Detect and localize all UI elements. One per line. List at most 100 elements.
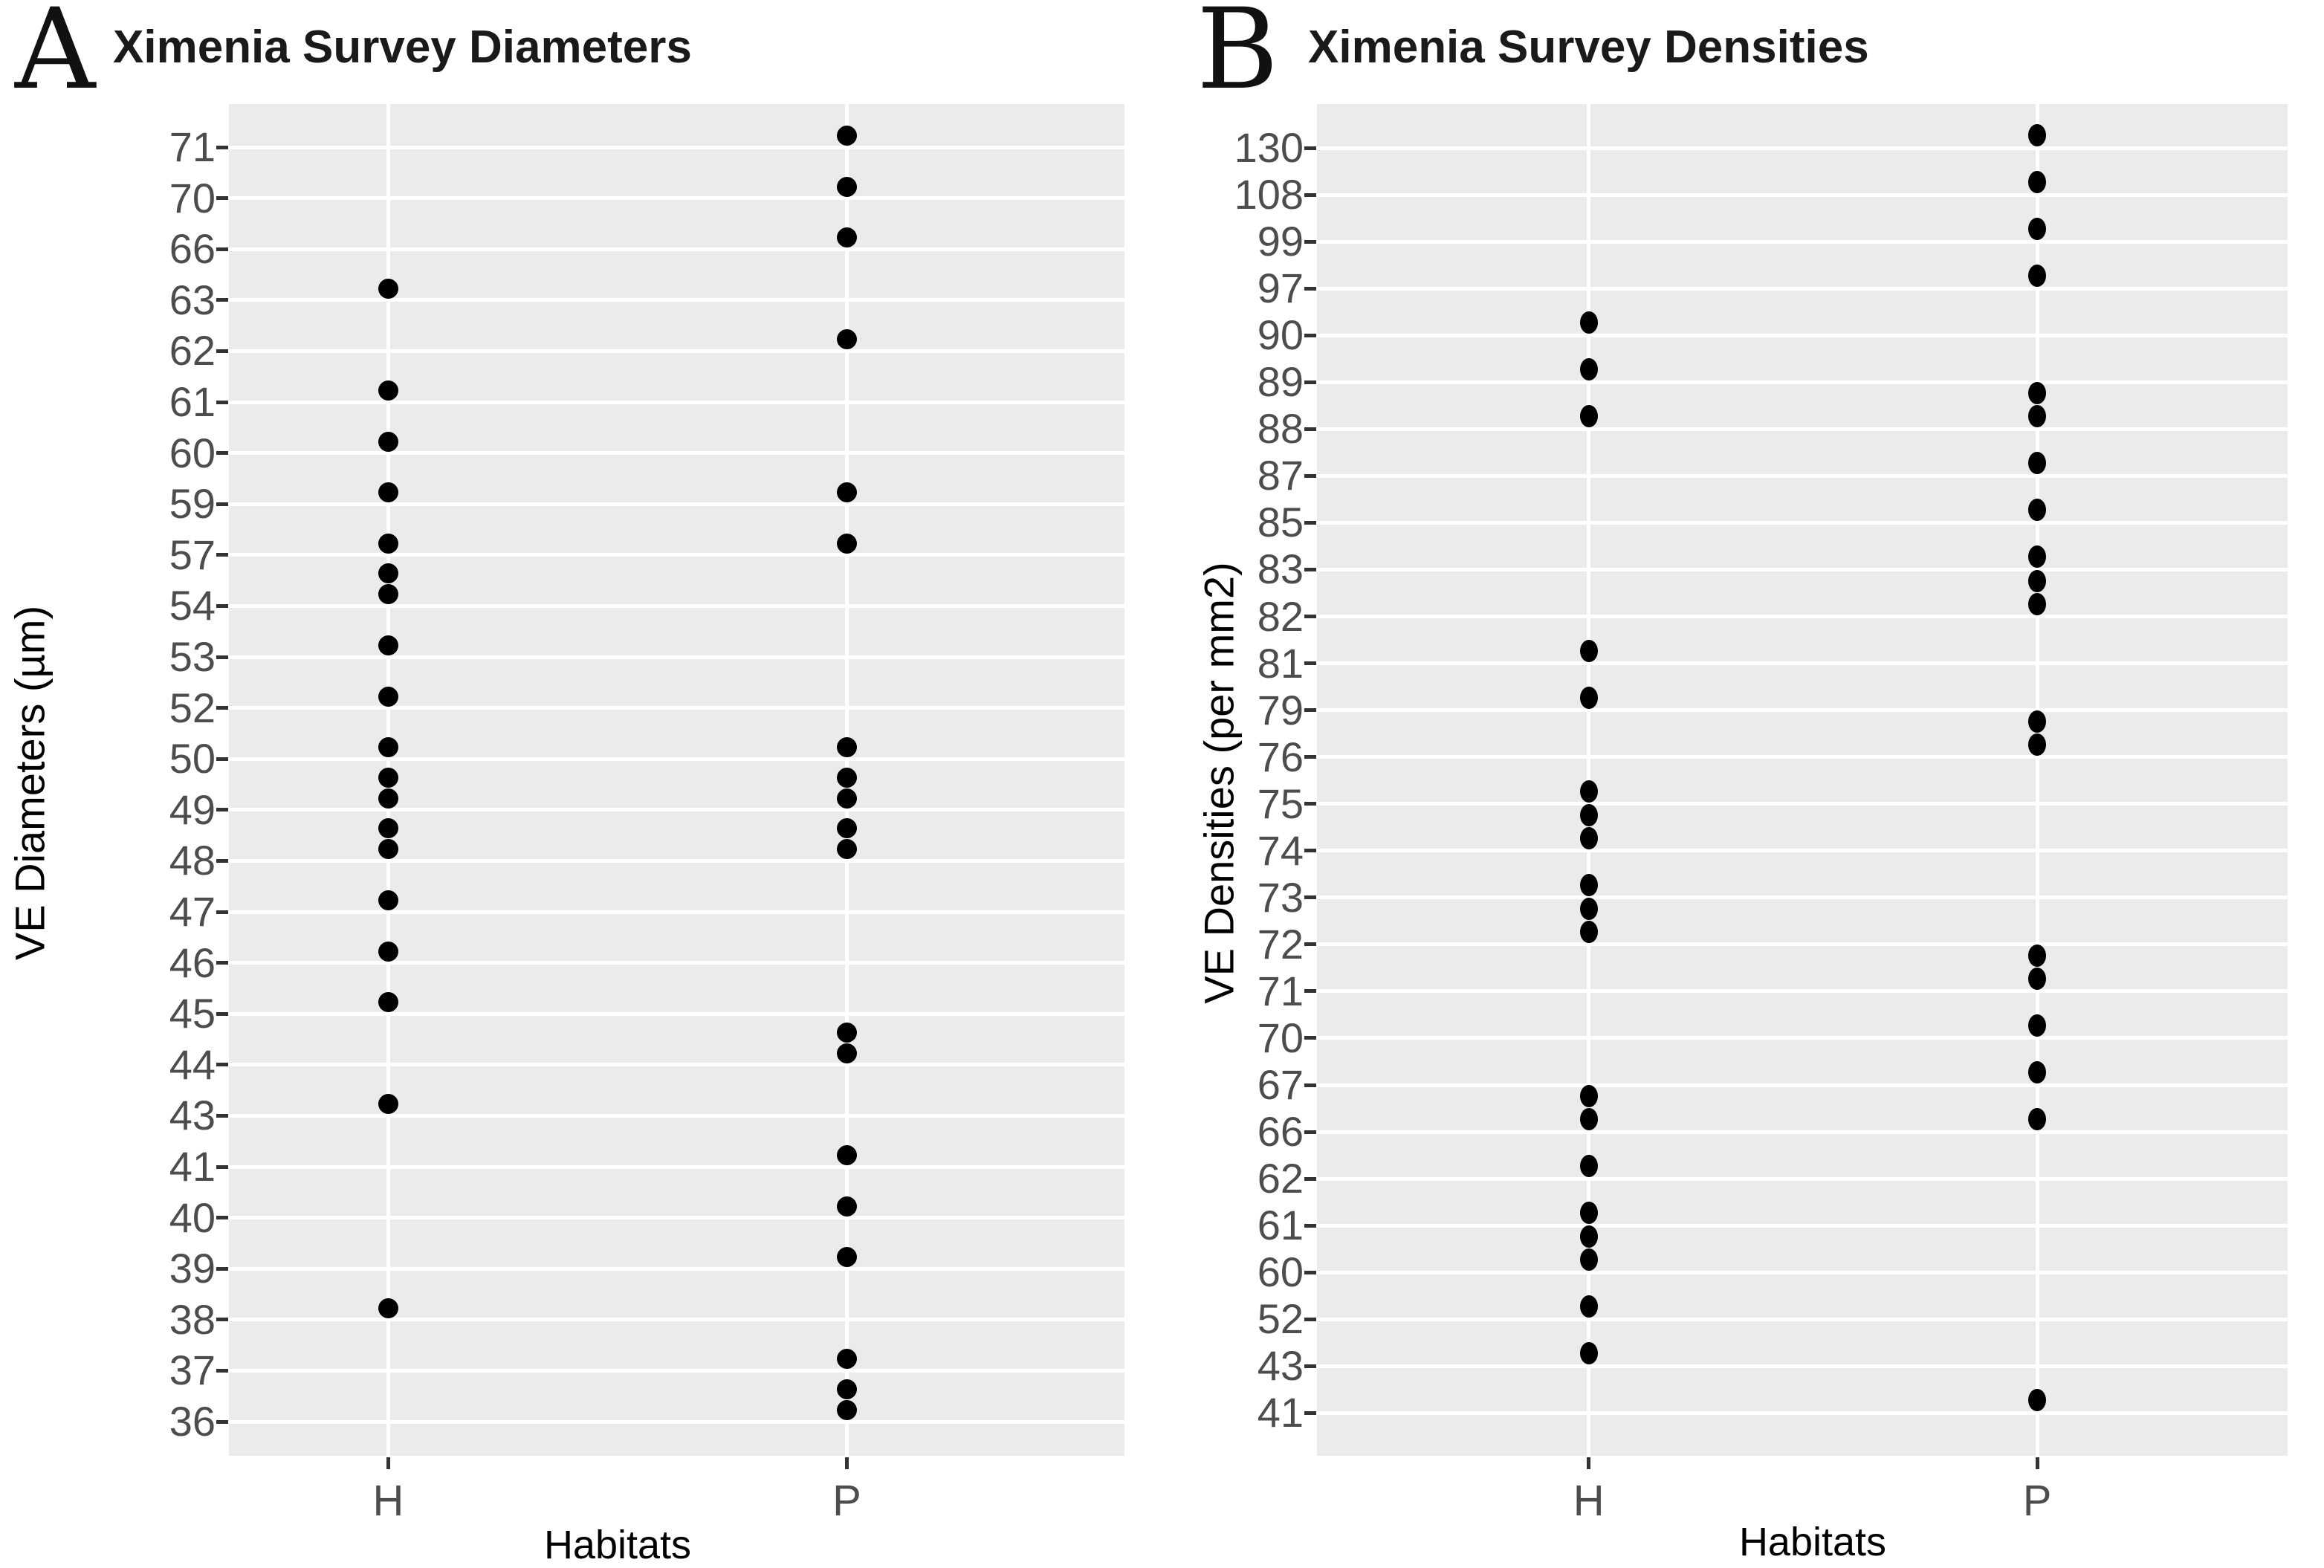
y-gridline [1317, 1364, 2288, 1368]
y-tick-mark [216, 1318, 228, 1322]
y-tick-mark [216, 1266, 228, 1271]
y-tick-mark [216, 655, 228, 659]
panel-title-a: Ximenia Survey Diameters [113, 22, 692, 73]
y-tick-label: 49 [169, 785, 216, 833]
data-point [836, 767, 857, 788]
y-tick-mark [1304, 661, 1316, 666]
data-point [836, 482, 857, 503]
y-tick-label: 43 [1257, 1342, 1304, 1390]
y-tick-mark [216, 757, 228, 761]
y-gridline [229, 1266, 1124, 1271]
y-gridline [1317, 567, 2288, 571]
y-tick-label: 70 [1257, 1014, 1304, 1061]
y-tick-label: 59 [169, 480, 216, 528]
y-tick-mark [1304, 1176, 1316, 1181]
x-tick-mark [844, 1457, 849, 1469]
y-gridline [1317, 520, 2288, 525]
y-gridline [229, 1113, 1124, 1118]
data-point [836, 329, 857, 350]
data-point [836, 839, 857, 860]
y-tick-mark [216, 502, 228, 506]
y-gridline [229, 1368, 1124, 1373]
y-gridline [229, 757, 1124, 761]
data-point [1579, 1342, 1598, 1365]
y-tick-label: 52 [169, 684, 216, 731]
y-tick-label: 88 [1257, 405, 1304, 453]
y-gridline [1317, 473, 2288, 478]
y-tick-label: 70 [169, 174, 216, 221]
data-point [1579, 780, 1598, 803]
data-point [2028, 499, 2047, 522]
data-point [378, 890, 398, 910]
y-gridline [229, 247, 1124, 251]
y-gridline [229, 451, 1124, 456]
data-point [1579, 358, 1598, 381]
y-tick-label: 72 [1257, 920, 1304, 968]
y-gridline [1317, 286, 2288, 291]
data-point [2028, 733, 2047, 756]
data-point [2028, 944, 2047, 967]
y-gridline [1317, 895, 2288, 900]
y-tick-mark [1304, 473, 1316, 478]
y-tick-label: 38 [169, 1295, 216, 1343]
data-point [836, 818, 857, 839]
x-category-label: P [2022, 1477, 2052, 1525]
y-gridline [229, 858, 1124, 863]
y-tick-mark [1304, 239, 1316, 244]
y-gridline [1317, 146, 2288, 150]
x-tick-mark [1587, 1457, 1591, 1469]
data-point [378, 482, 398, 503]
y-tick-mark [216, 808, 228, 812]
y-gridline [1317, 942, 2288, 947]
y-tick-label: 54 [169, 582, 216, 629]
y-tick-label: 53 [169, 633, 216, 680]
y-gridline [229, 808, 1124, 812]
panel-a: A Ximenia Survey Diameters VE Diameters … [0, 0, 1159, 1567]
y-tick-label: 90 [1257, 311, 1304, 359]
data-point [836, 788, 857, 809]
data-point [2028, 405, 2047, 428]
data-point [378, 563, 398, 584]
y-tick-label: 44 [169, 1040, 216, 1088]
y-tick-mark [1304, 146, 1316, 150]
data-point [1579, 1085, 1598, 1108]
y-tick-label: 46 [169, 939, 216, 986]
data-point [2028, 124, 2047, 146]
y-gridline [229, 1011, 1124, 1016]
y-tick-label: 108 [1234, 171, 1304, 218]
y-tick-label: 36 [169, 1398, 216, 1445]
y-tick-mark [216, 1063, 228, 1067]
data-point [1579, 1248, 1598, 1271]
y-tick-label: 71 [169, 123, 216, 170]
data-point [378, 941, 398, 962]
data-point [836, 1379, 857, 1399]
data-point [378, 737, 398, 758]
panel-b: B Ximenia Survey Densities VE Densities … [1162, 0, 2324, 1564]
y-tick-label: 66 [1257, 1108, 1304, 1156]
y-gridline [1317, 427, 2288, 431]
data-point [836, 1145, 857, 1165]
y-tick-label: 40 [169, 1193, 216, 1241]
data-point [2028, 710, 2047, 733]
y-gridline [1317, 1223, 2288, 1228]
y-gridline [1317, 661, 2288, 666]
data-point [378, 1094, 398, 1115]
y-tick-label: 99 [1257, 218, 1304, 265]
y-gridline [229, 298, 1124, 302]
x-category-label: H [1573, 1477, 1605, 1525]
y-gridline [229, 145, 1124, 149]
data-point [378, 686, 398, 707]
y-tick-mark [216, 1216, 228, 1220]
data-point [2028, 545, 2047, 568]
y-tick-label: 66 [169, 225, 216, 273]
y-gridline [229, 553, 1124, 557]
y-tick-label: 130 [1234, 124, 1304, 171]
y-gridline [229, 655, 1124, 659]
y-tick-mark [216, 706, 228, 710]
data-point [836, 1196, 857, 1217]
data-point [836, 176, 857, 197]
y-tick-mark [1304, 802, 1316, 806]
data-point [836, 1043, 857, 1063]
data-point [1579, 1295, 1598, 1318]
y-tick-mark [1304, 520, 1316, 525]
